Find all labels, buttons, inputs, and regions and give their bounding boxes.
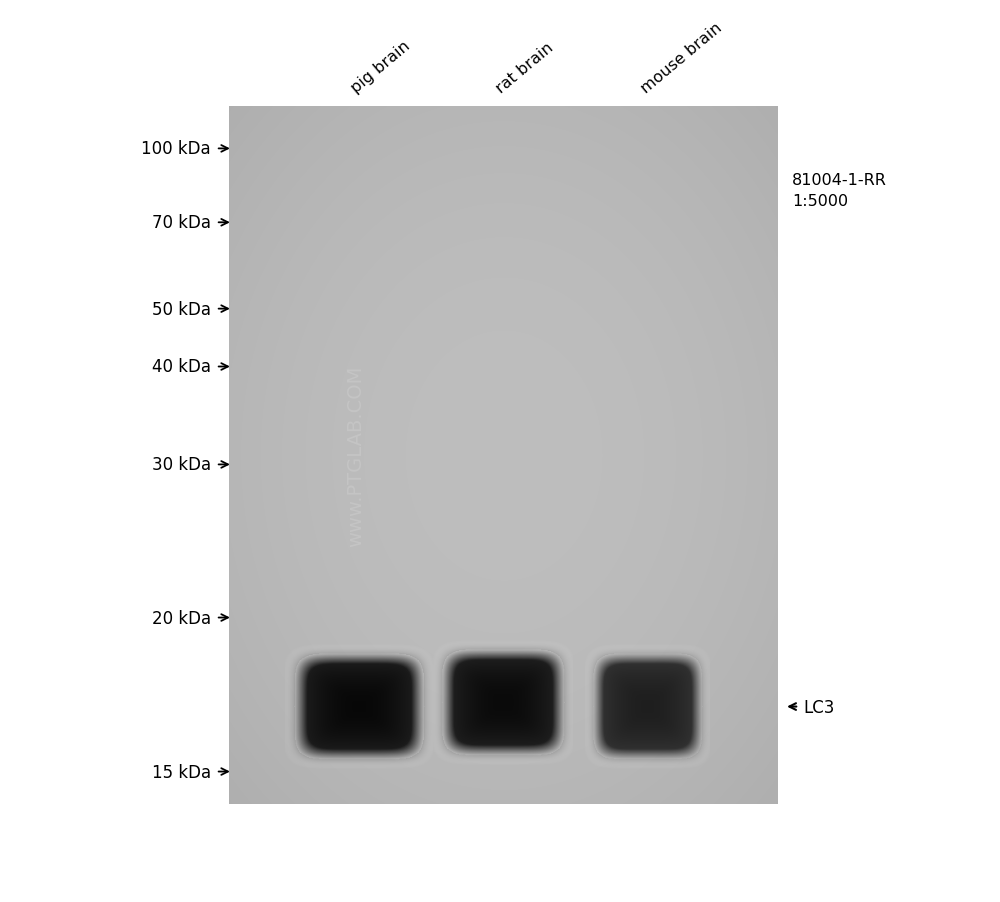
Text: 30 kDa: 30 kDa [152, 456, 211, 474]
Text: rat brain: rat brain [493, 40, 556, 96]
Text: 70 kDa: 70 kDa [152, 214, 211, 232]
Text: LC3: LC3 [803, 698, 835, 716]
Text: 40 kDa: 40 kDa [152, 358, 211, 376]
Text: 81004-1-RR
1:5000: 81004-1-RR 1:5000 [792, 173, 887, 209]
Text: 50 kDa: 50 kDa [152, 300, 211, 318]
Text: 15 kDa: 15 kDa [152, 763, 211, 780]
Text: mouse brain: mouse brain [638, 20, 725, 96]
Text: www.PTGLAB.COM: www.PTGLAB.COM [346, 365, 365, 547]
Text: 100 kDa: 100 kDa [141, 140, 211, 158]
Text: pig brain: pig brain [349, 39, 413, 96]
Text: 20 kDa: 20 kDa [152, 609, 211, 627]
